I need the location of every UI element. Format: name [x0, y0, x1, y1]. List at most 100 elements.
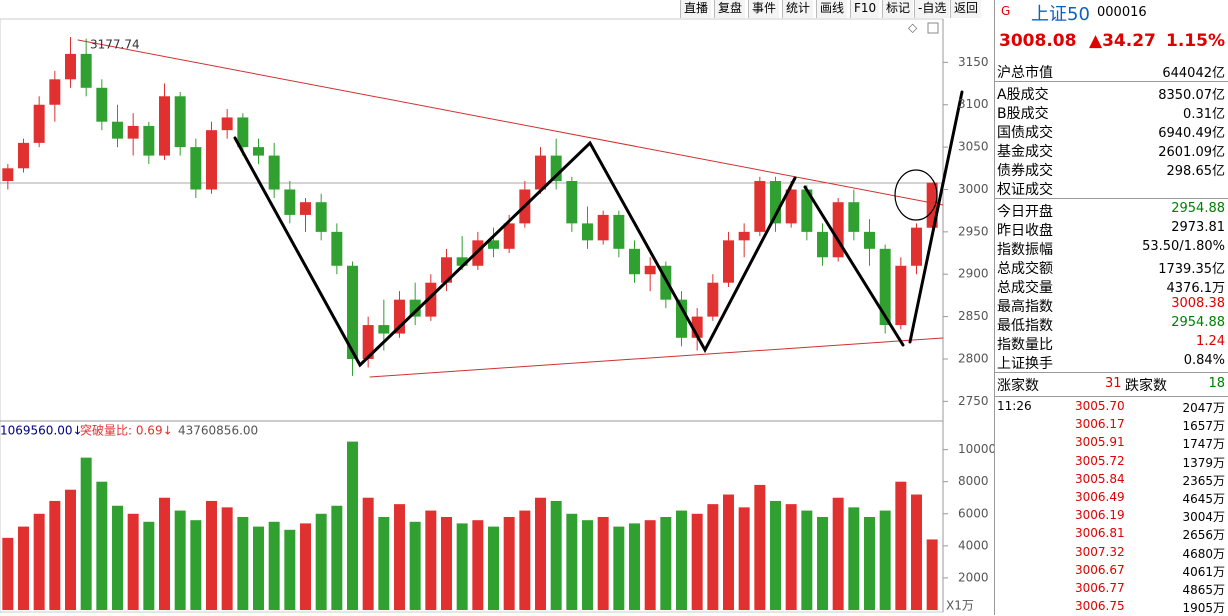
last-price: 3008.08	[999, 31, 1077, 51]
y-tick-label: 10000	[958, 442, 995, 456]
candle-body	[566, 181, 578, 224]
volume-bar	[221, 507, 233, 610]
stat-label: 沪总市值	[997, 65, 1053, 81]
stat-label: 今日开盘	[997, 204, 1053, 220]
candle-body	[237, 117, 249, 148]
toolbar-button[interactable]: 统计	[782, 0, 814, 18]
volume-bar	[127, 513, 139, 610]
candle-body	[331, 231, 343, 266]
price-change: ▲34.27	[1089, 31, 1156, 51]
volume-bar	[519, 510, 531, 610]
volume-bar	[268, 521, 280, 610]
chart-icon[interactable]	[927, 22, 939, 34]
volume-bar	[96, 481, 108, 610]
candle-body	[143, 125, 155, 156]
volume-info: 43760856.00	[178, 424, 258, 438]
toolbar-button[interactable]: F10	[850, 0, 880, 18]
candle-body	[864, 231, 875, 249]
volume-bar	[503, 516, 515, 610]
toolbar-button[interactable]: 事件	[748, 0, 780, 18]
stat-value: 53.50/1.80%	[1142, 239, 1225, 254]
candle-body	[425, 282, 437, 317]
trade-volume: 4680万	[1182, 546, 1225, 561]
trade-price: 3005.84	[1075, 471, 1125, 486]
stat-label: 国债成交	[997, 125, 1053, 141]
volume-bar	[723, 494, 734, 610]
trade-price: 3006.81	[1075, 526, 1125, 541]
candle-body	[112, 121, 123, 139]
candle-body	[926, 182, 938, 228]
volume-bar	[65, 489, 76, 610]
candle-body	[832, 202, 844, 258]
trade-price: 3005.70	[1075, 399, 1125, 413]
volume-bar	[770, 500, 781, 610]
highlight-circle	[894, 169, 938, 221]
candle-body	[503, 223, 515, 249]
candle-body	[613, 214, 625, 249]
candle-body	[550, 155, 562, 182]
y-tick-label: 4000	[958, 538, 989, 552]
toolbar-button[interactable]: 直播	[680, 0, 712, 18]
trade-price: 3006.19	[1075, 508, 1125, 523]
candle-body	[33, 104, 45, 143]
candle-body	[817, 231, 828, 258]
candle-body	[2, 168, 14, 182]
volume-bar	[80, 457, 92, 610]
volume-bar	[895, 481, 907, 610]
peak-label: 3177.74	[90, 38, 140, 52]
toolbar-button[interactable]: 标记	[882, 0, 914, 18]
volume-bar	[300, 523, 311, 610]
toolbar-button[interactable]: -自选	[914, 0, 950, 18]
candle-body	[206, 130, 217, 190]
candle-body	[738, 231, 750, 241]
y-tick-label: 2750	[958, 394, 989, 408]
candle-body	[879, 248, 891, 326]
trade-time: 11:26	[997, 399, 1032, 413]
volume-bar	[237, 516, 249, 610]
stat-value: 2954.88	[1171, 315, 1225, 330]
stat-label: 上证换手	[997, 356, 1053, 372]
volume-bar	[378, 516, 390, 610]
volume-info: 突破量比: 0.69↓	[80, 423, 173, 438]
trade-volume: 1657万	[1182, 419, 1225, 434]
breadth-value: 18	[1208, 376, 1225, 391]
volume-bar	[785, 504, 797, 610]
toolbar-button[interactable]: 画线	[816, 0, 848, 18]
candle-body	[582, 223, 593, 241]
volume-bar	[49, 500, 61, 610]
candle-body	[488, 240, 499, 249]
volume-bar	[456, 523, 468, 610]
quote-panel: G 上证50 000016 3008.08 ▲34.27 1.15% 沪总市值 644042亿…	[994, 0, 1228, 615]
trade-price: 3006.49	[1075, 490, 1125, 504]
volume-bar	[582, 520, 593, 610]
volume-bar	[566, 513, 578, 610]
trade-volume: 2365万	[1182, 473, 1225, 488]
trade-volume: 3004万	[1182, 510, 1225, 525]
candle-body	[127, 125, 139, 139]
row-divider	[995, 396, 1228, 397]
chart-icon[interactable]: ◇	[908, 21, 918, 35]
toolbar-button[interactable]: 返回	[950, 0, 982, 18]
volume-bar	[817, 516, 828, 610]
volume-bar	[190, 520, 202, 610]
volume-bar	[18, 526, 29, 610]
stat-label: 基金成交	[997, 144, 1053, 160]
volume-bar	[535, 497, 546, 610]
candle-body	[284, 189, 296, 215]
volume-bar	[926, 539, 938, 610]
row-divider	[995, 198, 1228, 199]
stat-label: 指数量比	[997, 337, 1053, 353]
volume-bar	[488, 526, 499, 610]
trade-volume: 2047万	[1182, 401, 1225, 415]
volume-bar	[550, 500, 562, 610]
trade-volume: 1747万	[1182, 437, 1225, 452]
toolbar-button[interactable]: 复盘	[714, 0, 746, 18]
candle-body	[644, 265, 656, 275]
volume-bar	[629, 523, 640, 610]
candle-body	[785, 189, 797, 224]
volume-unit: X1万	[946, 599, 974, 613]
stat-label: 权证成交	[997, 182, 1053, 198]
row-divider	[995, 372, 1228, 373]
trade-price: 3005.72	[1075, 453, 1125, 468]
stat-value: 2601.09亿	[1158, 145, 1225, 160]
